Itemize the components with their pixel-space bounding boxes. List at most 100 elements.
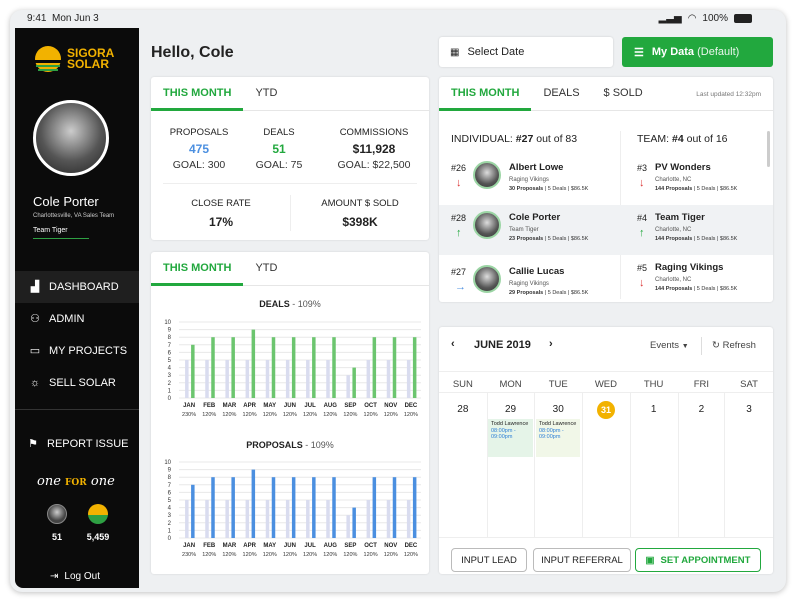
logo-text: SIGORA SOLAR [67, 47, 114, 70]
charts-card: THIS MONTH YTD DEALS - 109% 0 1 2 3 4 5 6 7 8 9 10… [151, 252, 429, 574]
bar [312, 477, 316, 538]
battery-icon [734, 14, 752, 23]
x-tick-label: FEB [203, 543, 216, 549]
sidebar-item-sell-solar[interactable]: ☼ SELL SOLAR [15, 367, 139, 399]
dow-thu: THU [643, 379, 664, 390]
input-referral-button[interactable]: INPUT REFERRAL [533, 548, 631, 572]
proposals-chart: 0 12 34 5 67 89 10 JAN 230% FEB 120% MAR 120% APR 120%… [164, 460, 421, 558]
y-tick-label: 1 [168, 388, 172, 394]
leaderboard-row[interactable]: #26 ↓ Albert Lowe Raging Vikings 30 Prop… [439, 155, 773, 205]
y-tick-label: 5 [168, 498, 172, 504]
sidebar-item-admin[interactable]: ⚇ ADMIN [15, 303, 139, 335]
set-appointment-button[interactable]: ▣ SET APPOINTMENT [635, 548, 761, 572]
bar [306, 360, 310, 398]
prev-month-icon[interactable]: ‹ [451, 338, 455, 350]
bar [271, 477, 276, 538]
user-avatar[interactable] [33, 100, 109, 176]
bar [406, 500, 411, 538]
sidebar-item-dashboard[interactable]: ▟ DASHBOARD [15, 271, 139, 303]
proposals-value: 475 [188, 142, 210, 156]
logout-button[interactable]: ⇥ Log Out [50, 571, 100, 582]
x-tick-label: NOV [384, 403, 397, 409]
bar [251, 469, 256, 538]
team-proposals: 144 Proposals [655, 286, 693, 292]
bar [185, 360, 189, 398]
team-stats: 144 Proposals | 5 Deals | $86.5K [655, 186, 737, 192]
input-lead-button[interactable]: INPUT LEAD [451, 548, 527, 572]
event-time: 08:00pm - 09:00pm [539, 427, 564, 441]
flag-icon: ⚑ [28, 438, 38, 450]
x-sublabel: 120% [283, 412, 297, 418]
x-sublabel: 120% [364, 412, 378, 418]
sidebar-item-projects[interactable]: ▭ MY PROJECTS [15, 335, 139, 367]
calendar-divider-dow [439, 392, 773, 393]
team-name: PV Wonders [655, 162, 711, 173]
calendar-day[interactable]: 2 [698, 404, 705, 415]
tab-ytd[interactable]: YTD [255, 262, 278, 274]
calendar-day[interactable]: 28 [457, 404, 469, 415]
deals-goal: GOAL: 75 [255, 159, 303, 171]
y-tick-label: 6 [168, 490, 172, 496]
x-sublabel: 120% [384, 552, 398, 558]
tab-sold[interactable]: $ SOLD [603, 87, 643, 99]
user-gear-icon: ⚇ [30, 313, 40, 325]
calendar-event[interactable]: Todd Lawrence 08:00pm - 09:00pm [488, 419, 533, 457]
calendar-icon: ▦ [450, 46, 460, 58]
x-sublabel: 120% [384, 412, 398, 418]
calendar-day[interactable]: 3 [746, 404, 752, 415]
events-dropdown[interactable]: Events ▼ [650, 340, 689, 351]
signal-icon: ▂▃▅ [658, 13, 682, 24]
leaderboard-row-current[interactable]: #28 ↑ Cole Porter Team Tiger 23 Proposal… [439, 205, 773, 255]
charts-tabs: THIS MONTH YTD [151, 252, 429, 286]
y-tick-label: 10 [164, 320, 171, 326]
bar [352, 507, 356, 538]
y-tick-label: 7 [168, 343, 172, 349]
bar [225, 360, 229, 398]
my-data-button[interactable]: ☰ My Data (Default) [622, 37, 773, 67]
bar [191, 484, 195, 538]
individual-proposals: 23 Proposals [509, 236, 544, 242]
calendar-day[interactable]: 29 [504, 404, 517, 415]
team-rank-heading: TEAM: #4 out of 16 [637, 133, 728, 145]
individual-team: Raging Vikings [509, 177, 549, 183]
x-tick-label: OCT [364, 543, 377, 549]
calendar-day[interactable]: 1 [650, 404, 657, 415]
one-text: one [37, 474, 61, 489]
sidebar-item-report-issue[interactable]: ⚑ REPORT ISSUE [15, 428, 139, 460]
tab-this-month[interactable]: THIS MONTH [151, 252, 244, 286]
avatar [473, 265, 501, 293]
bar [406, 360, 411, 398]
calendar-day-today[interactable]: 31 [597, 401, 615, 419]
proposals-chart-title: PROPOSALS - 109% [246, 440, 334, 450]
tab-deals[interactable]: DEALS [543, 87, 580, 99]
y-tick-label: 8 [168, 335, 172, 341]
bar [326, 500, 330, 538]
y-tick-label: 5 [168, 358, 172, 364]
proposals-label: PROPOSALS [169, 127, 229, 138]
individual-rank-heading: INDIVIDUAL: #27 out of 83 [451, 133, 577, 145]
leaderboard-scrollbar[interactable] [767, 131, 770, 167]
select-date-button[interactable]: ▦ Select Date [439, 37, 613, 67]
refresh-button[interactable]: ↻ Refresh [712, 340, 756, 351]
calendar-event[interactable]: Todd Lawrence 08:00pm - 09:00pm [536, 419, 580, 457]
leaderboard-row[interactable]: #27 → Callie Lucas Raging Vikings 29 Pro… [439, 255, 773, 305]
next-month-icon[interactable]: › [549, 338, 553, 350]
team-location: Charlotte, NC [655, 177, 692, 183]
individual-suffix: out of 83 [536, 133, 578, 145]
bar [191, 344, 195, 398]
team-rest: | 5 Deals | $86.5K [693, 186, 738, 192]
stats-card: THIS MONTH YTD PROPOSALS 475 GOAL: 300 D… [151, 77, 429, 240]
y-tick-label: 0 [168, 396, 172, 402]
report-section: ⚑ REPORT ISSUE [15, 428, 139, 460]
calendar-col-line [629, 392, 631, 537]
individual-prefix: INDIVIDUAL: [451, 133, 513, 145]
x-sublabel: 120% [343, 552, 357, 558]
tab-this-month[interactable]: THIS MONTH [439, 77, 532, 111]
calendar-day[interactable]: 30 [552, 404, 564, 415]
tab-ytd[interactable]: YTD [255, 87, 278, 99]
calendar-col-line [534, 392, 536, 537]
x-tick-label: MAY [263, 543, 276, 549]
tab-this-month[interactable]: THIS MONTH [151, 77, 244, 111]
sun-icon: ☼ [29, 377, 41, 389]
y-tick-label: 4 [168, 366, 172, 372]
